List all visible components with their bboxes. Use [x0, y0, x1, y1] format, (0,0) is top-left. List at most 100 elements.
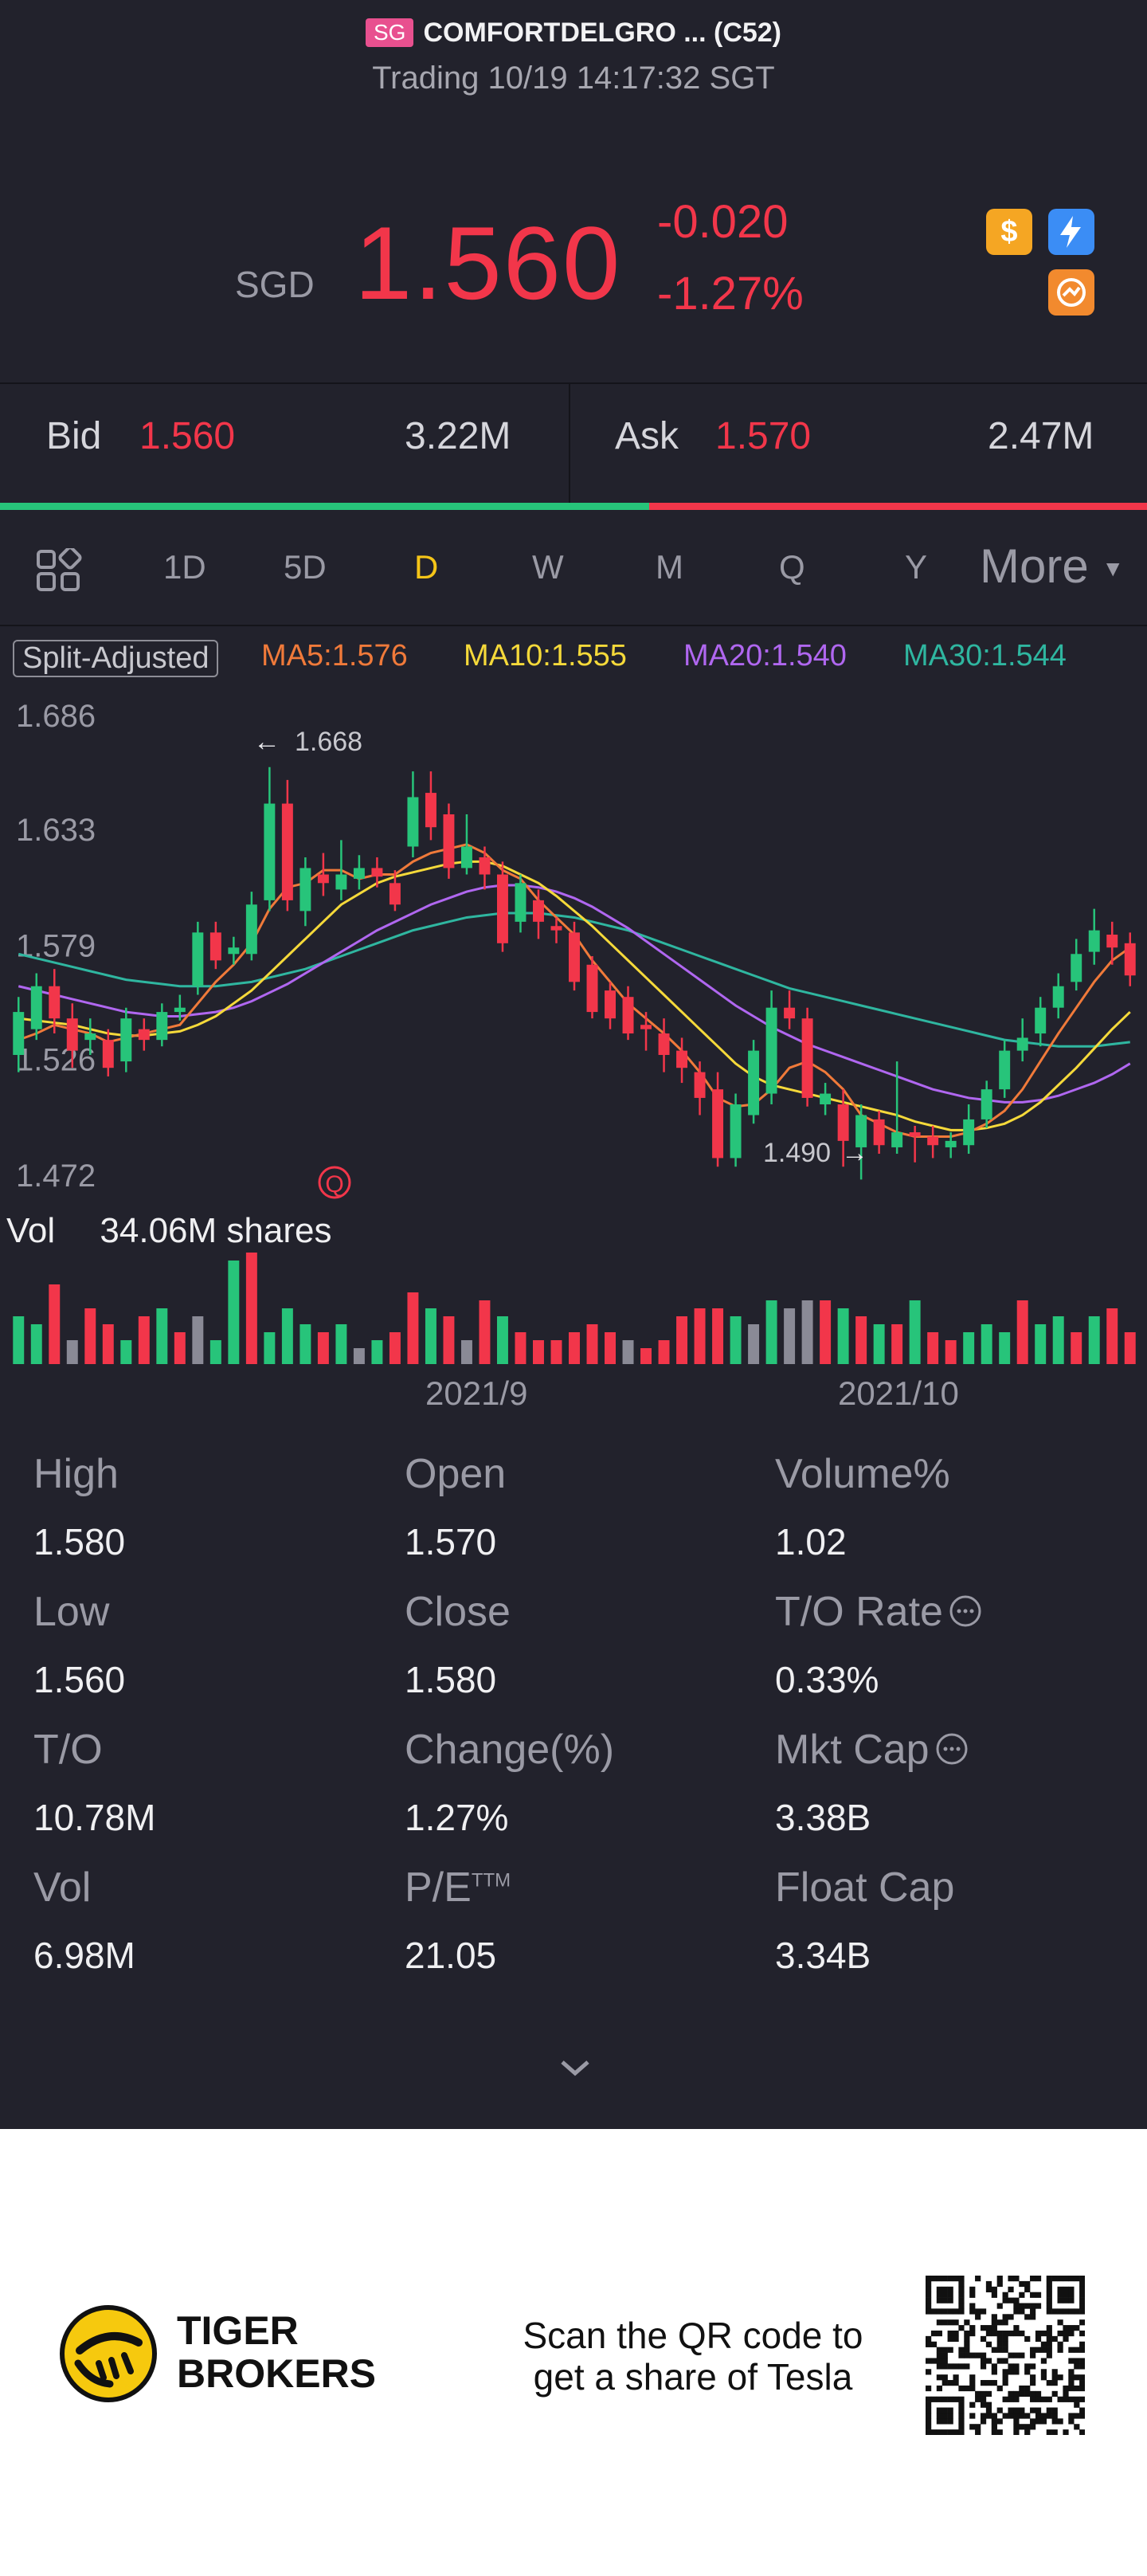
volume-bar: [945, 1340, 957, 1364]
stat-label: T/O: [33, 1726, 103, 1774]
volume-bar: [963, 1332, 975, 1364]
volume-bar: [138, 1316, 150, 1364]
stat-value: 1.570: [405, 1521, 497, 1562]
volume-bar: [425, 1308, 436, 1364]
candle: [765, 990, 777, 1105]
candle: [281, 779, 293, 912]
volume-label: Vol: [6, 1211, 56, 1250]
brand-line1: TIGER: [177, 2308, 299, 2353]
x-tick-label: 2021/9: [425, 1374, 527, 1412]
candle: [496, 861, 508, 952]
tiger-logo: [59, 2304, 158, 2407]
tab-w[interactable]: W: [532, 548, 564, 586]
price-chart[interactable]: 1.686 1.633 1.579 1.526 1.472 ← 1.668 1.490 …: [0, 685, 1147, 1426]
y-axis: 1.686 1.633 1.579 1.526 1.472: [16, 699, 96, 1194]
info-icon[interactable]: [930, 1727, 969, 1773]
candle: [1124, 932, 1136, 986]
price-change: -0.020: [657, 196, 789, 248]
stat-label: High: [33, 1450, 119, 1498]
candle: [533, 889, 544, 939]
candle: [891, 1061, 903, 1155]
volume-bar: [299, 1324, 311, 1364]
volume-bar: [909, 1300, 921, 1364]
y-tick-label: 1.579: [16, 929, 96, 964]
candle: [873, 1111, 885, 1155]
stat-label-text: T/O Rate: [775, 1589, 943, 1635]
stat-label-text: Open: [405, 1451, 507, 1497]
ma30-line: [18, 912, 1130, 1048]
candle: [228, 936, 240, 965]
chevron-down-icon[interactable]: [558, 2056, 593, 2084]
divider: [0, 625, 1147, 626]
info-icon[interactable]: [943, 1589, 983, 1635]
dollar-icon[interactable]: $: [986, 209, 1032, 255]
volume-bar: [1088, 1316, 1100, 1364]
stat-label-text: P/E: [405, 1864, 472, 1911]
bid-ask-separator: [569, 384, 570, 504]
divider: [0, 382, 1147, 384]
candle: [1052, 973, 1064, 1019]
volume-bar: [460, 1340, 472, 1364]
tab-q[interactable]: Q: [779, 548, 805, 586]
tab-y[interactable]: Y: [905, 548, 928, 586]
volume-bar: [640, 1348, 652, 1364]
scan-text: Scan the QR code to get a share of Tesla: [494, 2315, 892, 2398]
volume-bar: [264, 1332, 276, 1364]
tab-d[interactable]: D: [414, 548, 439, 586]
tab-m[interactable]: M: [656, 548, 683, 586]
tab-5d[interactable]: 5D: [284, 548, 327, 586]
volume-bar: [496, 1316, 508, 1364]
candle: [335, 840, 347, 900]
volume-bar: [174, 1332, 186, 1364]
candle: [84, 1018, 96, 1056]
volume-bar: [1124, 1332, 1136, 1364]
volume-bar: [102, 1324, 114, 1364]
candle: [945, 1132, 957, 1159]
x-tick-label: 2021/10: [838, 1374, 959, 1412]
candle: [156, 1003, 168, 1047]
ask-price: 1.570: [715, 415, 812, 457]
candle: [784, 990, 796, 1029]
volume-bar: [389, 1332, 401, 1364]
candle: [299, 857, 311, 927]
candle: [712, 1072, 724, 1167]
candle: [927, 1125, 939, 1159]
tab-1d[interactable]: 1D: [163, 548, 206, 586]
candle: [13, 997, 25, 1072]
stat-value: 1.560: [33, 1659, 126, 1700]
tab-more[interactable]: More ▼: [980, 539, 1124, 594]
candle: [49, 969, 61, 1034]
y-tick-label: 1.686: [16, 699, 96, 734]
candle: [138, 1018, 150, 1051]
candle: [515, 874, 527, 933]
chart-annotations: ← 1.668 1.490 → Q: [253, 727, 868, 1199]
ma10-line: [18, 860, 1131, 1131]
flash-icon[interactable]: [1048, 209, 1094, 255]
candle: [479, 846, 491, 890]
grid-layout-icon[interactable]: [35, 546, 83, 597]
caret-down-icon: ▼: [1102, 556, 1125, 581]
bid-ratio-bar: [0, 503, 649, 510]
volume-bar: [335, 1324, 347, 1364]
high-arrow-icon: ←: [253, 727, 280, 757]
split-adjusted-toggle[interactable]: Split-Adjusted: [13, 640, 219, 677]
volume-bar: [120, 1340, 132, 1364]
candle: [748, 1040, 760, 1124]
swap-icon[interactable]: [1048, 269, 1094, 316]
y-tick-label: 1.526: [16, 1042, 96, 1077]
stat-label-text: Volume%: [775, 1451, 950, 1497]
candle: [264, 767, 276, 912]
ma30-label: MA30:1.544: [903, 639, 1067, 672]
qr-code: [926, 2276, 1085, 2435]
volume-bar: [66, 1340, 78, 1364]
stat-label: Change(%): [405, 1726, 614, 1774]
event-marker-circle[interactable]: [318, 1166, 351, 1199]
volume-bars: [13, 1253, 1136, 1364]
trading-status: Trading 10/19 14:17:32 SGT: [372, 61, 775, 96]
candle: [586, 955, 598, 1019]
stat-value: 3.34B: [775, 1935, 871, 1976]
volume-bar: [891, 1324, 903, 1364]
volume-bar: [515, 1332, 527, 1364]
ma20-label: MA20:1.540: [683, 639, 847, 672]
volume-bar: [837, 1308, 849, 1364]
